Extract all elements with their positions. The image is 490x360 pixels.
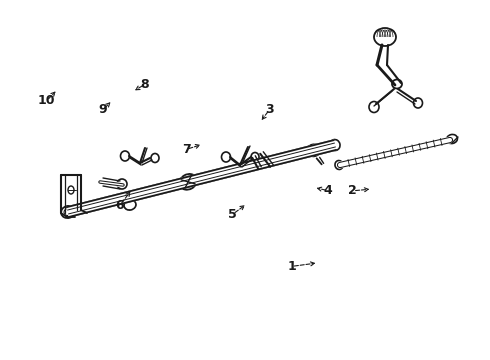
Ellipse shape bbox=[121, 151, 129, 161]
Ellipse shape bbox=[335, 161, 343, 170]
Text: 1: 1 bbox=[287, 260, 296, 273]
Ellipse shape bbox=[330, 140, 340, 150]
Text: 7: 7 bbox=[182, 143, 191, 156]
Ellipse shape bbox=[369, 102, 379, 112]
Text: 10: 10 bbox=[38, 94, 55, 107]
Ellipse shape bbox=[414, 98, 422, 108]
Ellipse shape bbox=[117, 179, 127, 189]
Text: 8: 8 bbox=[140, 78, 149, 91]
Ellipse shape bbox=[446, 134, 458, 144]
Ellipse shape bbox=[307, 144, 320, 157]
Ellipse shape bbox=[151, 153, 159, 162]
Ellipse shape bbox=[251, 153, 259, 162]
Ellipse shape bbox=[392, 80, 402, 89]
Text: 2: 2 bbox=[348, 184, 357, 197]
Ellipse shape bbox=[68, 186, 74, 194]
Text: 9: 9 bbox=[98, 103, 107, 116]
Text: 3: 3 bbox=[265, 103, 274, 116]
Ellipse shape bbox=[221, 152, 230, 162]
Text: 6: 6 bbox=[116, 199, 124, 212]
Ellipse shape bbox=[61, 206, 75, 218]
Ellipse shape bbox=[179, 174, 197, 190]
Ellipse shape bbox=[124, 200, 136, 210]
Text: 5: 5 bbox=[228, 208, 237, 221]
Polygon shape bbox=[67, 140, 336, 217]
Ellipse shape bbox=[374, 28, 396, 46]
Text: 4: 4 bbox=[324, 184, 333, 197]
